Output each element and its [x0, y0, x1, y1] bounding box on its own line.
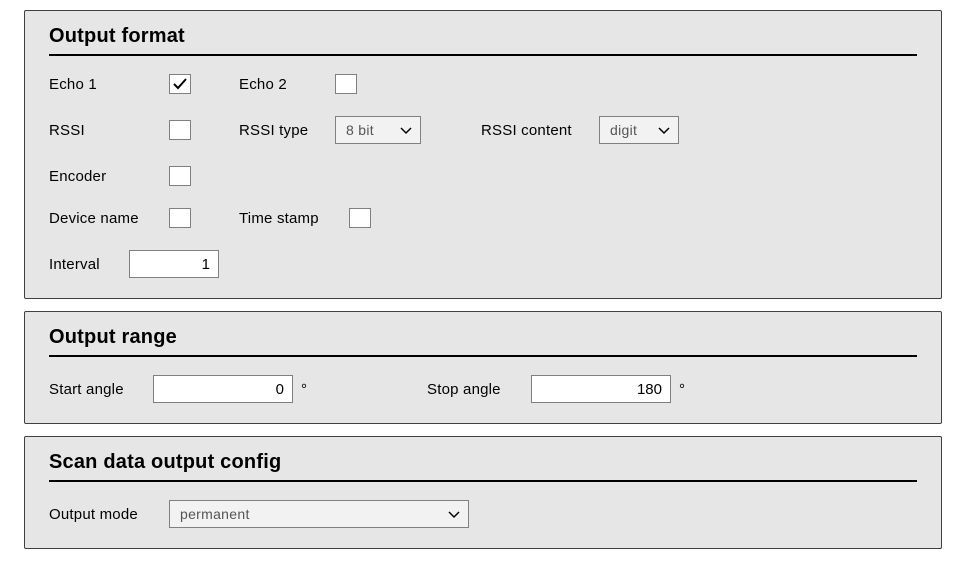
output-range-panel: Output range Start angle ° Stop angle ° [24, 311, 942, 424]
row-output-mode: Output mode permanent [49, 500, 917, 528]
start-angle-input[interactable] [153, 375, 293, 403]
encoder-label: Encoder [49, 168, 169, 185]
rssi-content-value: digit [610, 122, 637, 138]
output-range-title: Output range [49, 322, 917, 357]
rssi-checkbox[interactable] [169, 120, 191, 140]
echo2-checkbox[interactable] [335, 74, 357, 94]
echo1-label: Echo 1 [49, 76, 169, 93]
chevron-down-icon [400, 122, 412, 138]
rssi-type-value: 8 bit [346, 122, 374, 138]
output-mode-value: permanent [180, 506, 250, 522]
start-angle-label: Start angle [49, 381, 153, 398]
chevron-down-icon [658, 122, 670, 138]
stop-angle-label: Stop angle [427, 381, 531, 398]
device-name-checkbox[interactable] [169, 208, 191, 228]
check-icon [172, 77, 188, 91]
output-mode-select[interactable]: permanent [169, 500, 469, 528]
scan-config-panel: Scan data output config Output mode perm… [24, 436, 942, 549]
row-angles: Start angle ° Stop angle ° [49, 375, 917, 403]
output-format-title: Output format [49, 21, 917, 56]
row-rssi: RSSI RSSI type 8 bit RSSI content digit [49, 116, 917, 144]
echo2-label: Echo 2 [239, 76, 335, 93]
encoder-checkbox[interactable] [169, 166, 191, 186]
scan-config-title: Scan data output config [49, 447, 917, 482]
output-mode-label: Output mode [49, 506, 169, 523]
stop-angle-input[interactable] [531, 375, 671, 403]
device-name-label: Device name [49, 210, 169, 227]
row-encoder: Encoder [49, 166, 917, 186]
interval-label: Interval [49, 256, 129, 273]
interval-input[interactable] [129, 250, 219, 278]
rssi-content-label: RSSI content [481, 122, 599, 139]
row-interval: Interval [49, 250, 917, 278]
rssi-content-select[interactable]: digit [599, 116, 679, 144]
time-stamp-checkbox[interactable] [349, 208, 371, 228]
rssi-type-label: RSSI type [239, 122, 335, 139]
time-stamp-label: Time stamp [239, 210, 349, 227]
start-angle-unit: ° [301, 381, 307, 398]
rssi-type-select[interactable]: 8 bit [335, 116, 421, 144]
chevron-down-icon [448, 506, 460, 522]
stop-angle-unit: ° [679, 381, 685, 398]
output-format-panel: Output format Echo 1 Echo 2 RSSI RSSI ty… [24, 10, 942, 299]
echo1-checkbox[interactable] [169, 74, 191, 94]
row-devicename: Device name Time stamp [49, 208, 917, 228]
rssi-label: RSSI [49, 122, 169, 139]
row-echo: Echo 1 Echo 2 [49, 74, 917, 94]
